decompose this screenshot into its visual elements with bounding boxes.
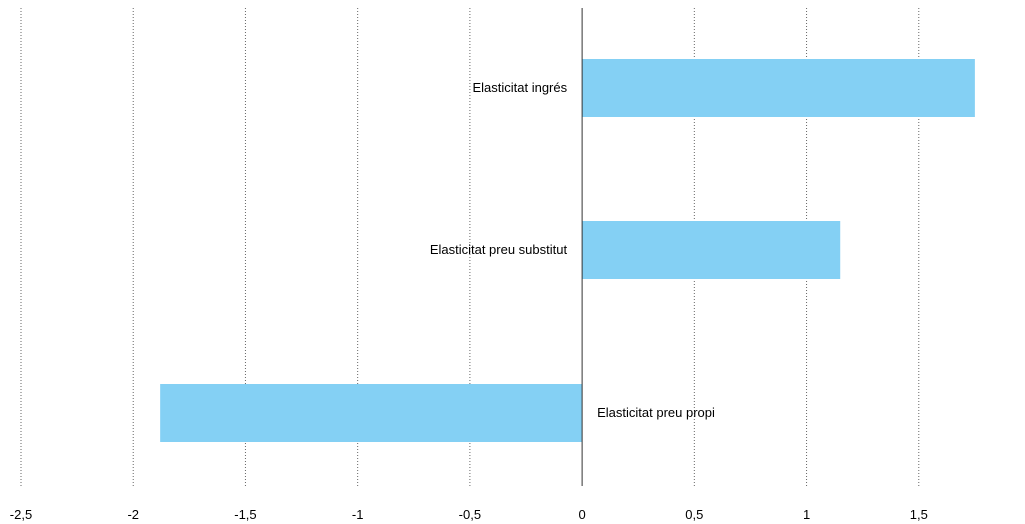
category-label: Elasticitat ingrés [472, 80, 567, 95]
category-label: Elasticitat preu propi [597, 405, 715, 420]
bar [582, 59, 975, 117]
x-tick-label: -2,5 [10, 507, 32, 522]
x-tick-label: 0 [578, 507, 585, 522]
x-tick-label: 0,5 [685, 507, 703, 522]
category-label: Elasticitat preu substitut [430, 242, 568, 257]
x-tick-label: -2 [127, 507, 139, 522]
x-tick-label: -0,5 [459, 507, 481, 522]
bar [582, 221, 841, 279]
x-tick-label: 1 [803, 507, 810, 522]
x-tick-label: -1 [352, 507, 364, 522]
x-tick-label: 1,5 [910, 507, 928, 522]
bar [160, 384, 583, 442]
x-tick-label: -1,5 [234, 507, 256, 522]
bars [160, 59, 975, 442]
bar-labels: Elasticitat ingrés Elasticitat preu subst… [430, 80, 715, 420]
x-axis-tick-labels: -2,5-2-1,5-1-0,500,511,52 [10, 507, 928, 522]
